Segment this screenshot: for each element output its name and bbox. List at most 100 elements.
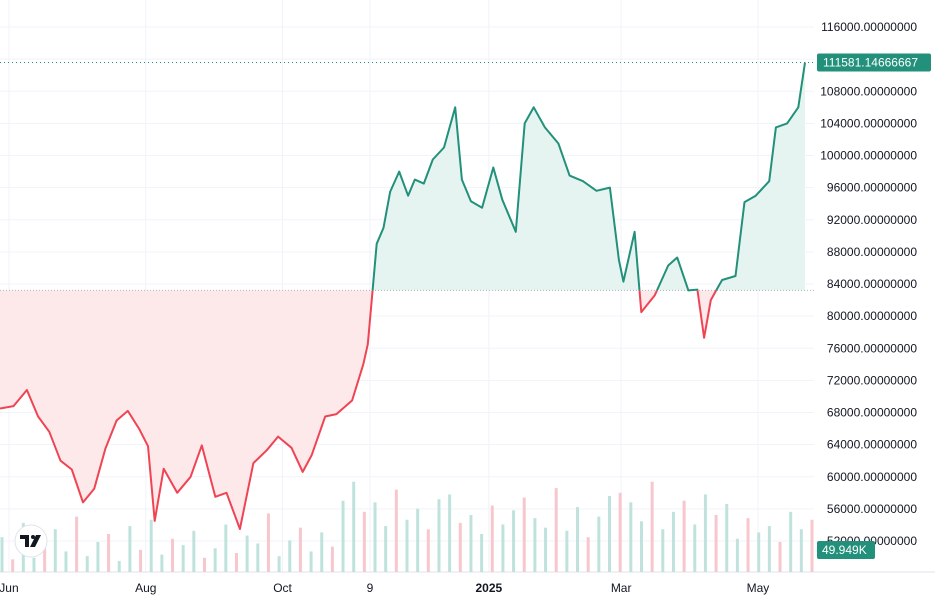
volume-bar [554, 488, 558, 572]
volume-bar [810, 519, 814, 572]
volume-bar [277, 556, 281, 572]
volume-bar [384, 526, 388, 572]
y-tick-label: 60000.00000000 [827, 470, 917, 484]
line-segment-below [638, 289, 658, 314]
volume-bar [725, 503, 729, 572]
volume-bar [352, 481, 356, 572]
volume-bar [597, 516, 601, 572]
volume-bar [234, 553, 238, 572]
x-tick-label: May [747, 581, 770, 595]
volume-bar [799, 529, 803, 572]
volume-bar [778, 541, 782, 572]
volume-bar [298, 527, 302, 572]
y-tick-label: 92000.00000000 [827, 213, 917, 227]
y-tick-label: 68000.00000000 [827, 406, 917, 420]
volume-bar [639, 521, 643, 572]
volume-bar [171, 538, 175, 572]
x-tick-label: 2025 [475, 581, 502, 595]
volume-bar [224, 524, 228, 572]
area-fill-below [639, 290, 657, 313]
y-tick-label: 56000.00000000 [827, 502, 917, 516]
volume-bar [53, 529, 57, 572]
volume-bar [586, 537, 590, 572]
y-tick-label: 116000.00000000 [821, 20, 917, 34]
volume-bar [576, 507, 580, 572]
volume-bar [341, 500, 345, 572]
volume-bar [96, 541, 100, 572]
y-axis: 116000.00000000 108000.00000000 104000.000… [820, 20, 917, 548]
line-segment-below [0, 290, 374, 530]
volume-bar [608, 496, 611, 572]
volume-bar [671, 511, 675, 572]
last-price-badge-bg [817, 53, 931, 72]
volume-bar [522, 497, 526, 572]
area-fill-above [656, 257, 698, 291]
volume-bar [256, 543, 260, 572]
volume-bar [203, 557, 206, 572]
tradingview-logo-icon[interactable] [14, 524, 48, 558]
volume-bar [362, 511, 366, 572]
volume-bar [75, 516, 79, 572]
volume-bar [533, 518, 537, 572]
x-tick-label: Mar [611, 581, 632, 595]
volume-bar [309, 551, 313, 572]
volume-bar [767, 526, 771, 572]
volume-bar [192, 530, 196, 572]
logo-shape-2 [31, 535, 35, 539]
volume-bar [544, 527, 548, 572]
logo-bg [14, 524, 48, 558]
volume-bar [501, 524, 505, 572]
volume-bar [714, 515, 718, 572]
volume-badge: 49.949K [817, 541, 875, 559]
y-tick-label: 104000.00000000 [820, 116, 917, 130]
volume-bar [43, 546, 47, 572]
x-tick-label: Aug [135, 581, 156, 595]
volume-bar [266, 513, 270, 572]
x-axis: Jun Aug Oct 9 2025 Mar May [0, 581, 769, 595]
volume-bar [330, 546, 334, 572]
volume-label: 49.949K [822, 543, 867, 557]
volume-bar [405, 519, 409, 572]
volume-bar [480, 534, 484, 572]
volume-bar [437, 499, 441, 572]
x-tick-label: Jun [0, 581, 19, 595]
volume-bar [469, 515, 473, 572]
volume-bar [149, 519, 153, 572]
volume-bar [0, 537, 4, 572]
logo-shape-1 [20, 535, 29, 547]
volume-bar [32, 557, 36, 572]
volume-bar [181, 545, 185, 572]
volume-bar [661, 529, 665, 572]
last-price-label: 111581.14666667 [823, 55, 918, 69]
volume-bar [703, 494, 707, 572]
x-tick-label: 9 [367, 581, 374, 595]
volume-bar [650, 481, 654, 572]
volume-bar [426, 529, 430, 572]
y-tick-label: 88000.00000000 [827, 245, 917, 259]
volume-bar [458, 522, 462, 572]
volume-bar [416, 508, 420, 572]
volume-bar [565, 530, 569, 572]
area-fills [0, 62, 806, 529]
volume-bar [512, 510, 516, 572]
volume-bar [64, 551, 68, 572]
area-fill-above [372, 107, 640, 291]
y-tick-label: 76000.00000000 [827, 341, 917, 355]
y-tick-label: 108000.00000000 [820, 84, 917, 98]
y-tick-label: 64000.00000000 [827, 438, 917, 452]
line-segment-below [696, 289, 718, 339]
volume-bar [288, 540, 292, 572]
volume-bar [448, 494, 452, 572]
volume-bar [394, 489, 398, 572]
y-tick-label: 72000.00000000 [827, 373, 917, 387]
volume-bar [128, 526, 132, 572]
area-fill-below [697, 290, 717, 338]
volume-bar [746, 518, 750, 572]
volume-bar [245, 535, 249, 572]
y-tick-label: 80000.00000000 [827, 309, 917, 323]
volume-bar [735, 538, 739, 572]
volume-badge-bg [817, 541, 875, 559]
volume-bar [11, 559, 15, 572]
volume-bar [373, 502, 377, 572]
